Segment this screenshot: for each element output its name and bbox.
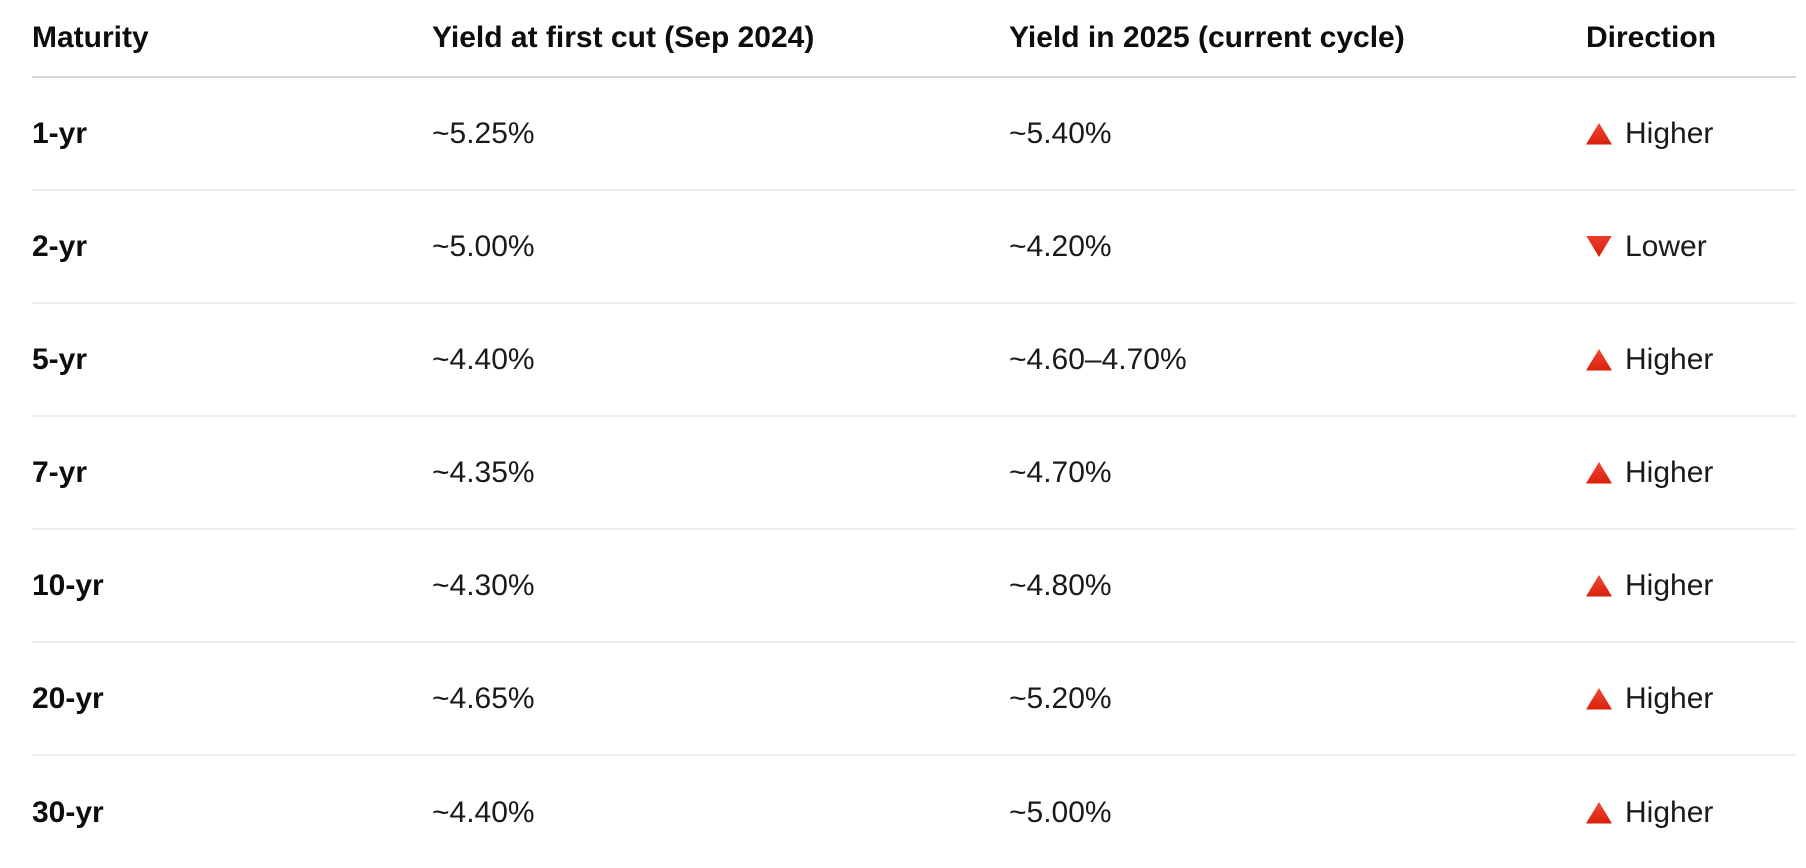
triangle-up-icon — [1586, 574, 1612, 597]
table-row: 2-yr ~5.00% ~4.20% Lower — [32, 191, 1796, 304]
yield-first-cut-cell: ~4.30% — [432, 568, 535, 602]
direction-label: Higher — [1625, 795, 1714, 829]
yield-first-cut-cell: ~5.00% — [432, 229, 535, 263]
direction-cell: Higher — [1586, 796, 1796, 830]
direction-label: Higher — [1625, 116, 1714, 150]
triangle-up-icon — [1586, 461, 1612, 484]
yield-first-cut-cell: ~4.35% — [432, 455, 535, 489]
column-header-maturity: Maturity — [32, 21, 149, 54]
maturity-cell: 2-yr — [32, 229, 88, 263]
yield-2025-cell: ~5.40% — [1009, 116, 1112, 150]
yield-first-cut-cell: ~4.40% — [432, 342, 535, 376]
maturity-cell: 7-yr — [32, 455, 88, 489]
direction-label: Higher — [1625, 455, 1714, 489]
direction-label: Higher — [1625, 681, 1714, 715]
direction-cell: Higher — [1586, 117, 1796, 151]
yield-2025-cell: ~5.20% — [1009, 681, 1112, 715]
table-row: 20-yr ~4.65% ~5.20% Higher — [32, 643, 1796, 756]
yield-first-cut-cell: ~5.25% — [432, 116, 535, 150]
triangle-up-icon — [1586, 348, 1612, 371]
maturity-cell: 5-yr — [32, 342, 88, 376]
maturity-cell: 30-yr — [32, 795, 104, 829]
direction-label: Lower — [1625, 229, 1707, 263]
yield-2025-cell: ~4.60–4.70% — [1009, 342, 1187, 376]
maturity-cell: 1-yr — [32, 116, 88, 150]
table-row: 10-yr ~4.30% ~4.80% Higher — [32, 530, 1796, 643]
yield-2025-cell: ~4.80% — [1009, 568, 1112, 602]
table-row: 5-yr ~4.40% ~4.60–4.70% Higher — [32, 304, 1796, 417]
direction-label: Higher — [1625, 568, 1714, 602]
table-header-row: Maturity Yield at first cut (Sep 2024) Y… — [32, 0, 1796, 78]
direction-cell: Higher — [1586, 682, 1796, 716]
triangle-up-icon — [1586, 687, 1612, 710]
maturity-cell: 20-yr — [32, 681, 104, 715]
column-header-direction: Direction — [1586, 21, 1717, 54]
table-row: 30-yr ~4.40% ~5.00% Higher — [32, 756, 1796, 868]
direction-cell: Higher — [1586, 569, 1796, 603]
table-row: 7-yr ~4.35% ~4.70% Higher — [32, 417, 1796, 530]
yield-first-cut-cell: ~4.65% — [432, 681, 535, 715]
yield-2025-cell: ~4.20% — [1009, 229, 1112, 263]
direction-cell: Higher — [1586, 343, 1796, 377]
yield-2025-cell: ~4.70% — [1009, 455, 1112, 489]
direction-label: Higher — [1625, 342, 1714, 376]
yield-first-cut-cell: ~4.40% — [432, 795, 535, 829]
triangle-up-icon — [1586, 122, 1612, 145]
triangle-up-icon — [1586, 801, 1612, 824]
direction-cell: Lower — [1586, 230, 1796, 264]
triangle-down-icon — [1586, 235, 1612, 258]
direction-cell: Higher — [1586, 456, 1796, 490]
column-header-yield-2025: Yield in 2025 (current cycle) — [1009, 21, 1405, 54]
maturity-cell: 10-yr — [32, 568, 104, 602]
yield-2025-cell: ~5.00% — [1009, 795, 1112, 829]
table-row: 1-yr ~5.25% ~5.40% Higher — [32, 78, 1796, 191]
column-header-first-cut: Yield at first cut (Sep 2024) — [432, 21, 815, 54]
